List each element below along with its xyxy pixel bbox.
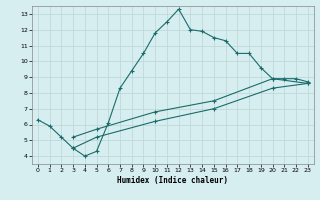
- X-axis label: Humidex (Indice chaleur): Humidex (Indice chaleur): [117, 176, 228, 185]
